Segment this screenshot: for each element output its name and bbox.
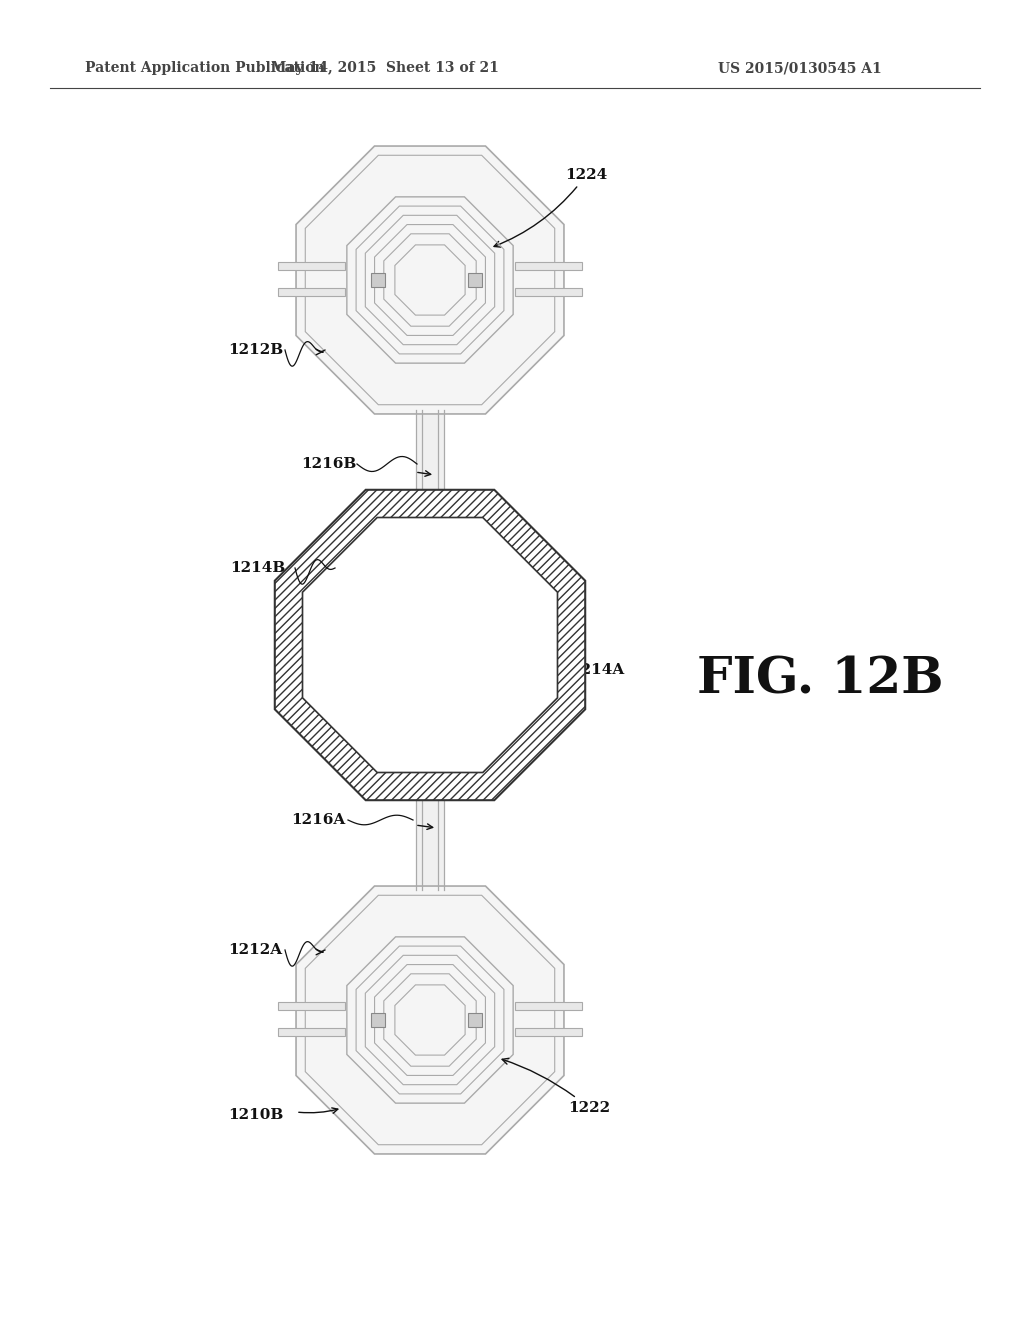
Text: 1212B: 1212B	[228, 343, 284, 356]
Text: 1210B: 1210B	[228, 1107, 284, 1122]
Bar	[515, 1002, 582, 1010]
Polygon shape	[296, 886, 564, 1154]
Bar	[278, 1002, 345, 1010]
Text: 1222: 1222	[502, 1059, 610, 1115]
Text: FIG. 12B: FIG. 12B	[696, 656, 943, 705]
Text: 1216B: 1216B	[302, 457, 357, 471]
Text: 1214A: 1214A	[570, 663, 625, 677]
Polygon shape	[302, 517, 557, 772]
Bar	[371, 273, 385, 286]
Bar	[416, 411, 444, 890]
Polygon shape	[302, 517, 557, 772]
Bar	[468, 273, 482, 286]
Polygon shape	[296, 147, 564, 414]
Text: 1212A: 1212A	[228, 942, 283, 957]
Bar	[278, 1028, 345, 1036]
Text: Patent Application Publication: Patent Application Publication	[85, 61, 325, 75]
Bar	[515, 288, 582, 296]
Text: 1224: 1224	[494, 168, 607, 247]
Text: US 2015/0130545 A1: US 2015/0130545 A1	[718, 61, 882, 75]
Polygon shape	[395, 985, 465, 1055]
Polygon shape	[347, 937, 513, 1104]
Text: May 14, 2015  Sheet 13 of 21: May 14, 2015 Sheet 13 of 21	[271, 61, 499, 75]
Text: 1214B: 1214B	[230, 561, 286, 576]
Bar	[468, 1012, 482, 1027]
Bar	[371, 1012, 385, 1027]
Bar	[278, 288, 345, 296]
Polygon shape	[274, 490, 585, 800]
Text: 1216A: 1216A	[291, 813, 345, 828]
Bar	[515, 261, 582, 271]
Bar	[515, 1028, 582, 1036]
Polygon shape	[347, 197, 513, 363]
Bar	[278, 261, 345, 271]
Polygon shape	[395, 246, 465, 315]
